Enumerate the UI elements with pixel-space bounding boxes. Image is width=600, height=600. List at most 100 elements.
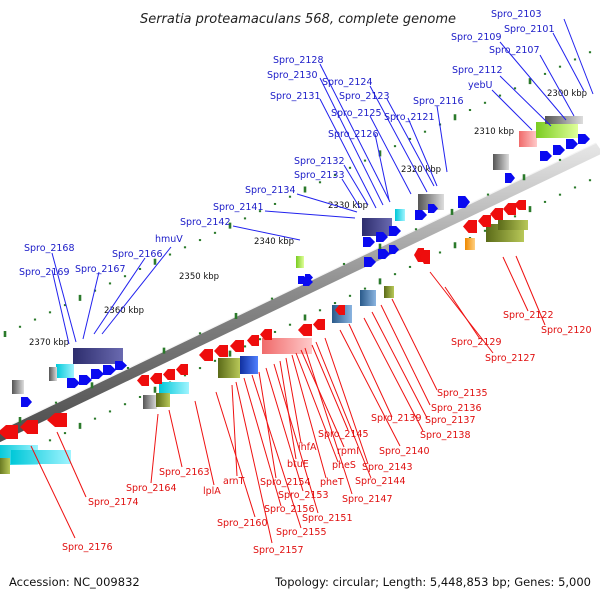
gene-block[interactable] xyxy=(362,218,392,236)
gene-block[interactable] xyxy=(11,450,71,464)
forward-gene-arrow[interactable] xyxy=(458,196,470,208)
gene-label[interactable]: Spro_2107 xyxy=(489,45,540,56)
gene-label[interactable]: Spro_2140 xyxy=(379,446,430,457)
gene-label[interactable]: Spro_2136 xyxy=(431,403,482,414)
gene-label[interactable]: Spro_2151 xyxy=(302,513,353,524)
gene-block[interactable] xyxy=(545,116,583,124)
forward-gene-arrow[interactable] xyxy=(578,134,590,144)
forward-gene-arrow[interactable] xyxy=(566,139,578,149)
gene-label[interactable]: Spro_2174 xyxy=(88,497,139,508)
gene-label[interactable]: Spro_2153 xyxy=(278,490,329,501)
reverse-gene-arrow[interactable] xyxy=(163,369,175,380)
gene-label[interactable]: Spro_2122 xyxy=(503,310,554,321)
gene-label[interactable]: Spro_2155 xyxy=(276,527,327,538)
gene-label[interactable]: rpmI xyxy=(337,446,359,457)
gene-label[interactable]: arnT xyxy=(223,476,245,487)
gene-label[interactable]: Spro_2139 xyxy=(371,413,422,424)
gene-label[interactable]: Spro_2116 xyxy=(413,96,464,107)
forward-gene-arrow[interactable] xyxy=(389,226,401,236)
gene-label[interactable]: yebU xyxy=(468,80,492,91)
gene-label[interactable]: Spro_2144 xyxy=(355,476,406,487)
reverse-gene-arrow[interactable] xyxy=(313,319,325,330)
gene-label[interactable]: Spro_2101 xyxy=(504,24,555,35)
gene-label[interactable]: Spro_2127 xyxy=(485,353,536,364)
gene-label[interactable]: Spro_2103 xyxy=(491,9,542,20)
gene-label[interactable]: Spro_2169 xyxy=(19,267,70,278)
gene-label[interactable]: Spro_2123 xyxy=(339,91,390,102)
reverse-gene-arrow[interactable] xyxy=(463,220,477,233)
reverse-gene-arrow[interactable] xyxy=(490,208,503,220)
gene-label[interactable]: Spro_2145 xyxy=(318,429,369,440)
gene-block[interactable] xyxy=(143,395,157,409)
gene-label[interactable]: Spro_2120 xyxy=(541,325,592,336)
gene-block[interactable] xyxy=(418,194,444,210)
gene-label[interactable]: Spro_2131 xyxy=(270,91,321,102)
gene-label[interactable]: Spro_2112 xyxy=(452,65,503,76)
reverse-gene-arrow[interactable] xyxy=(260,329,272,340)
gene-label[interactable]: hmuV xyxy=(155,234,183,245)
reverse-gene-arrow[interactable] xyxy=(20,420,38,434)
reverse-gene-arrow[interactable] xyxy=(247,335,259,346)
reverse-gene-arrow[interactable] xyxy=(478,215,491,227)
gene-label[interactable]: Spro_2125 xyxy=(331,108,382,119)
forward-gene-arrow[interactable] xyxy=(305,274,313,281)
gene-block[interactable] xyxy=(465,238,475,250)
reverse-gene-arrow[interactable] xyxy=(137,375,149,386)
reverse-gene-arrow[interactable] xyxy=(503,203,516,215)
forward-gene-arrow[interactable] xyxy=(363,237,375,247)
gene-label[interactable]: Spro_2154 xyxy=(260,477,311,488)
reverse-gene-arrow[interactable] xyxy=(47,413,67,427)
gene-label[interactable]: Spro_2147 xyxy=(342,494,393,505)
gene-block[interactable] xyxy=(56,364,74,378)
reverse-gene-arrow[interactable] xyxy=(335,305,345,315)
gene-label[interactable]: Spro_2168 xyxy=(24,243,75,254)
gene-label[interactable]: Spro_2121 xyxy=(384,112,435,123)
forward-gene-arrow[interactable] xyxy=(415,210,427,220)
gene-block[interactable] xyxy=(296,256,304,268)
gene-label[interactable]: Spro_2134 xyxy=(245,185,296,196)
gene-label[interactable]: btuE xyxy=(287,459,309,470)
forward-gene-arrow[interactable] xyxy=(428,204,438,213)
gene-label[interactable]: Spro_2128 xyxy=(273,55,324,66)
forward-gene-arrow[interactable] xyxy=(505,173,515,183)
forward-gene-arrow[interactable] xyxy=(115,361,127,370)
gene-block[interactable] xyxy=(498,220,528,230)
gene-label[interactable]: ihfA xyxy=(298,442,317,453)
gene-label[interactable]: Spro_2166 xyxy=(112,249,163,260)
gene-block[interactable] xyxy=(384,286,394,298)
forward-gene-arrow[interactable] xyxy=(103,365,116,375)
gene-label[interactable]: Spro_2137 xyxy=(425,415,476,426)
forward-gene-arrow[interactable] xyxy=(389,245,399,254)
reverse-gene-arrow[interactable] xyxy=(298,324,312,336)
gene-label[interactable]: Spro_2124 xyxy=(322,77,373,88)
gene-label[interactable]: Spro_2156 xyxy=(264,504,315,515)
reverse-gene-arrow[interactable] xyxy=(214,345,228,357)
gene-label[interactable]: Spro_2138 xyxy=(420,430,471,441)
gene-label[interactable]: lplA xyxy=(203,486,221,497)
gene-label[interactable]: Spro_2143 xyxy=(362,462,413,473)
gene-label[interactable]: Spro_2130 xyxy=(267,70,318,81)
forward-gene-arrow[interactable] xyxy=(540,151,552,161)
gene-block[interactable] xyxy=(360,290,376,306)
gene-label[interactable]: Spro_2142 xyxy=(180,217,231,228)
gene-block[interactable] xyxy=(493,154,509,170)
gene-label[interactable]: Spro_2133 xyxy=(294,170,345,181)
forward-gene-arrow[interactable] xyxy=(376,232,388,242)
forward-gene-arrow[interactable] xyxy=(67,378,80,388)
gene-label[interactable]: Spro_2167 xyxy=(75,264,126,275)
gene-label[interactable]: Spro_2141 xyxy=(213,202,264,213)
reverse-gene-arrow[interactable] xyxy=(420,250,430,264)
forward-gene-arrow[interactable] xyxy=(553,145,565,155)
forward-gene-arrow[interactable] xyxy=(364,257,376,267)
forward-gene-arrow[interactable] xyxy=(79,375,92,385)
forward-gene-arrow[interactable] xyxy=(21,397,32,407)
gene-label[interactable]: Spro_2129 xyxy=(451,337,502,348)
gene-label[interactable]: Spro_2176 xyxy=(62,542,113,553)
gene-block[interactable] xyxy=(0,458,10,474)
gene-block[interactable] xyxy=(519,131,537,147)
gene-label[interactable]: pheS xyxy=(332,460,356,471)
gene-block[interactable] xyxy=(49,367,57,381)
gene-block[interactable] xyxy=(395,209,405,221)
reverse-gene-arrow[interactable] xyxy=(199,349,213,361)
gene-block[interactable] xyxy=(218,358,240,378)
